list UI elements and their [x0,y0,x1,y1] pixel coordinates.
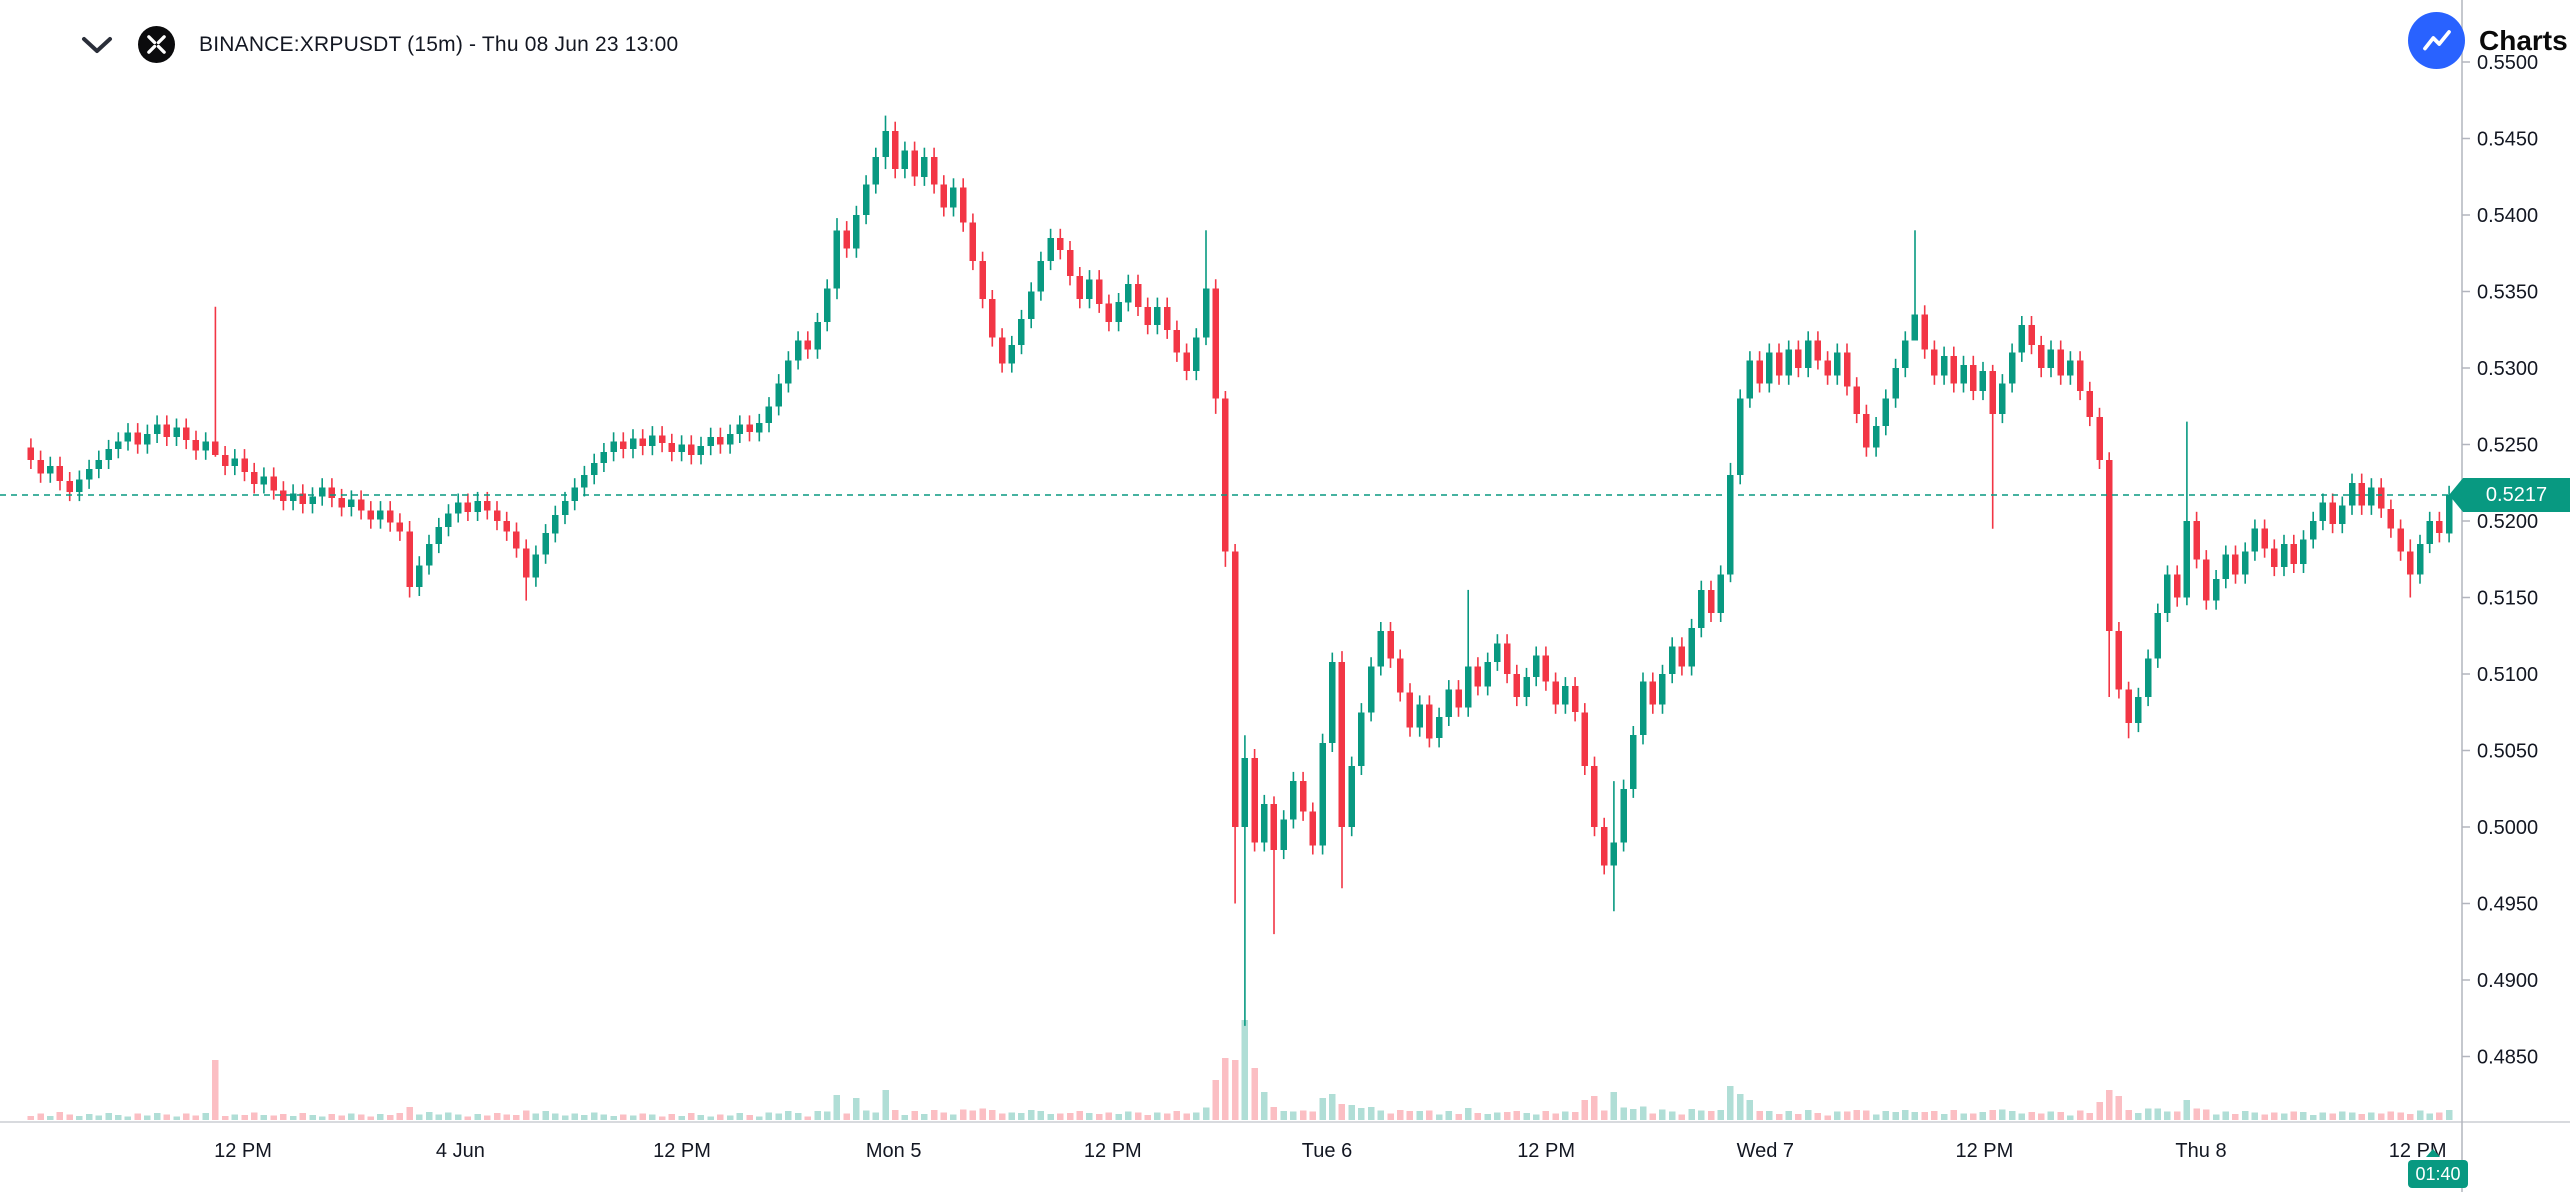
bar-countdown: 01:40 [2408,1160,2468,1188]
svg-text:Tue 6: Tue 6 [1302,1140,1352,1162]
svg-text:0.4950: 0.4950 [2477,894,2538,916]
svg-text:0.4850: 0.4850 [2477,1047,2538,1069]
svg-text:12 PM: 12 PM [214,1140,272,1162]
svg-text:0.5400: 0.5400 [2477,205,2538,227]
svg-text:0.5500: 0.5500 [2477,52,2538,74]
price-axis-labels[interactable]: 0.5500 0.5450 0.5400 0.5350 0.5300 0.5250 0.52… [2462,52,2538,1069]
svg-text:0.5450: 0.5450 [2477,129,2538,151]
svg-text:0.5100: 0.5100 [2477,664,2538,686]
charts-logo-icon [2408,12,2465,69]
svg-text:0.5200: 0.5200 [2477,511,2538,533]
svg-text:Wed 7: Wed 7 [1737,1140,1794,1162]
time-axis-labels[interactable]: 12 PM 4 Jun 12 PM Mon 5 12 PM Tue 6 12 PM Wed 7… [214,1140,2447,1162]
symbol-title[interactable]: BINANCE:XRPUSDT (15m) - Thu 08 Jun 23 13… [199,32,679,56]
svg-text:12 PM: 12 PM [1955,1140,2013,1162]
svg-text:0.4900: 0.4900 [2477,970,2538,992]
svg-text:12 PM: 12 PM [1517,1140,1575,1162]
svg-text:0.5000: 0.5000 [2477,817,2538,839]
chart-header: BINANCE:XRPUSDT (15m) - Thu 08 Jun 23 13… [80,26,678,63]
svg-text:0.5350: 0.5350 [2477,282,2538,304]
svg-text:0.5250: 0.5250 [2477,435,2538,457]
svg-text:0.5300: 0.5300 [2477,358,2538,380]
svg-text:12 PM: 12 PM [653,1140,711,1162]
svg-text:0.5150: 0.5150 [2477,588,2538,610]
svg-text:Mon 5: Mon 5 [866,1140,922,1162]
brand-label: Charts [2479,24,2568,56]
candles [27,115,2453,1026]
svg-text:0.5050: 0.5050 [2477,741,2538,763]
xrp-logo-icon[interactable] [138,26,175,63]
current-price-badge: 0.5217 [2449,478,2570,512]
brand-logo[interactable]: Charts [2408,12,2570,69]
chevron-down-icon[interactable] [80,34,114,56]
svg-text:4 Jun: 4 Jun [436,1140,485,1162]
svg-text:Thu 8: Thu 8 [2175,1140,2226,1162]
countdown-arrow-icon [2426,1149,2440,1157]
volume-bars [27,1020,2453,1120]
svg-text:12 PM: 12 PM [1084,1140,1142,1162]
